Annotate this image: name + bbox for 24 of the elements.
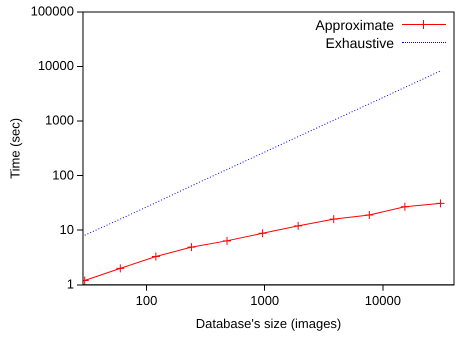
y-tick-label: 10000 [38,58,74,74]
line-series [84,70,441,236]
legend-label: Approximate [315,17,394,33]
y-tick-label: 10 [60,222,74,237]
point [222,236,232,246]
y-axis-title: Time (sec) [7,118,22,179]
point [436,198,445,208]
point [400,202,410,212]
point [151,252,160,262]
x-tick-label: 10000 [364,293,401,308]
x-axis-title: Database's size (images) [196,316,342,331]
point [258,228,268,238]
y-tick-label: 1 [66,276,74,292]
y-tick-label: 100 [52,167,74,182]
y-tick-label: 1000 [45,112,74,128]
point [294,221,303,230]
point [329,214,338,224]
legend-label: Exhaustive [326,35,394,51]
point [186,242,196,252]
point [364,210,374,220]
x-tick-label: 1000 [250,293,280,308]
y-tick-label: 100000 [30,4,74,19]
x-tick-label: 100 [136,293,158,308]
point [116,264,125,273]
